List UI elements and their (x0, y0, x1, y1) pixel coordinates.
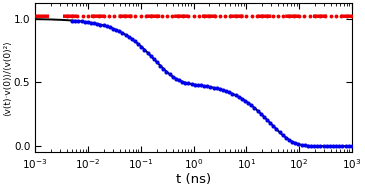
Y-axis label: ⟨v(t)·v(0)⟩/⟨v(0)²⟩: ⟨v(t)·v(0)⟩/⟨v(0)²⟩ (4, 40, 12, 116)
X-axis label: t (ns): t (ns) (176, 173, 211, 186)
